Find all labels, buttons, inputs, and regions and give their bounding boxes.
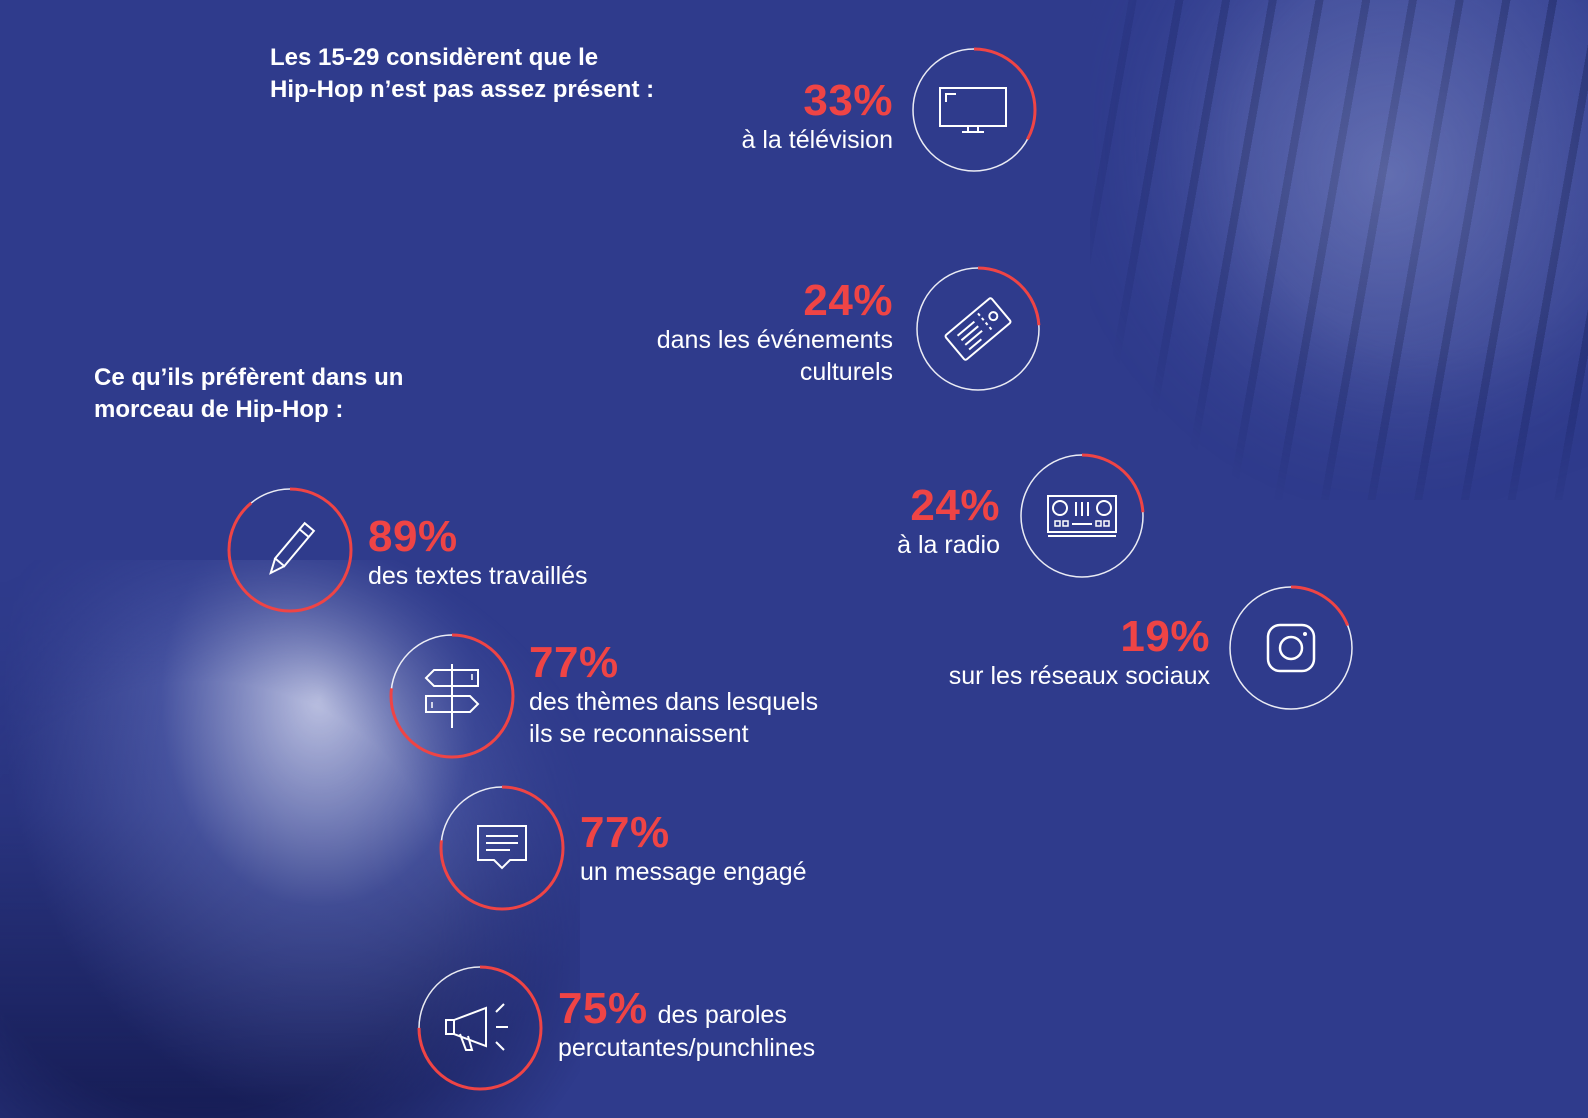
stat-percent: 33% (803, 76, 893, 125)
megaphone-icon (445, 1003, 508, 1051)
stat-themes: 77% des thèmes dans lesquels ils se reco… (529, 640, 818, 750)
television-icon (939, 87, 1007, 133)
stat-social: 19% sur les réseaux sociaux (949, 614, 1210, 692)
progress-ring (1019, 453, 1145, 579)
ring-punchlines (416, 964, 544, 1092)
pencil-icon (269, 521, 316, 575)
stat-message: 77% un message engagé (580, 810, 807, 888)
progress-ring (911, 47, 1037, 173)
stat-label: des textes travaillés (368, 562, 588, 590)
concert-crowd-photo (0, 560, 580, 1118)
stat-label: à la radio (897, 531, 1000, 559)
mixing-console-photo (1090, 0, 1588, 500)
chat-bubble-icon (477, 825, 527, 870)
ring-events (914, 265, 1042, 393)
stat-label: des paroles (657, 1001, 787, 1029)
ring-message (438, 784, 566, 912)
stat-television: 33% à la télévision (742, 78, 893, 156)
stat-percent: 77% (580, 808, 670, 857)
ticket-icon (944, 297, 1012, 361)
stat-label-continued: percutantes/punchlines (558, 1034, 816, 1062)
stat-percent: 75% (558, 984, 648, 1033)
progress-ring (1228, 585, 1354, 711)
stat-percent: 89% (368, 512, 458, 561)
stat-percent: 77% (529, 638, 619, 687)
progress-ring (227, 487, 353, 613)
stat-label: dans les événements culturels (656, 326, 893, 386)
instagram-icon (1266, 623, 1316, 673)
progress-ring (417, 965, 543, 1091)
signpost-icon (424, 664, 480, 728)
stat-label: sur les réseaux sociaux (948, 662, 1210, 690)
ring-television (910, 46, 1038, 174)
ring-texts (226, 486, 354, 614)
stat-percent: 19% (1120, 612, 1210, 661)
stat-radio: 24% à la radio (897, 483, 1000, 561)
ring-themes (388, 632, 516, 760)
stat-label: des thèmes dans lesquels ils se reconnai… (529, 688, 819, 748)
ring-radio (1018, 452, 1146, 580)
stat-punchlines: 75% des paroles percutantes/punchlines (558, 986, 815, 1064)
heading-presence: Les 15-29 considèrent que le Hip-Hop n’e… (270, 44, 655, 103)
ring-social (1227, 584, 1355, 712)
heading-preferences: Ce qu’ils préfèrent dans un morceau de H… (94, 364, 404, 423)
stat-percent: 24% (910, 481, 1000, 530)
dj-controller-icon (1047, 495, 1117, 537)
stat-label: à la télévision (741, 126, 893, 154)
stat-label: un message engagé (580, 858, 807, 886)
progress-ring (915, 266, 1041, 392)
progress-ring (439, 785, 565, 911)
stat-events: 24% dans les événements culturels (657, 278, 893, 388)
stat-percent: 24% (803, 276, 893, 325)
stat-texts: 89% des textes travaillés (368, 514, 588, 592)
progress-ring (389, 633, 515, 759)
